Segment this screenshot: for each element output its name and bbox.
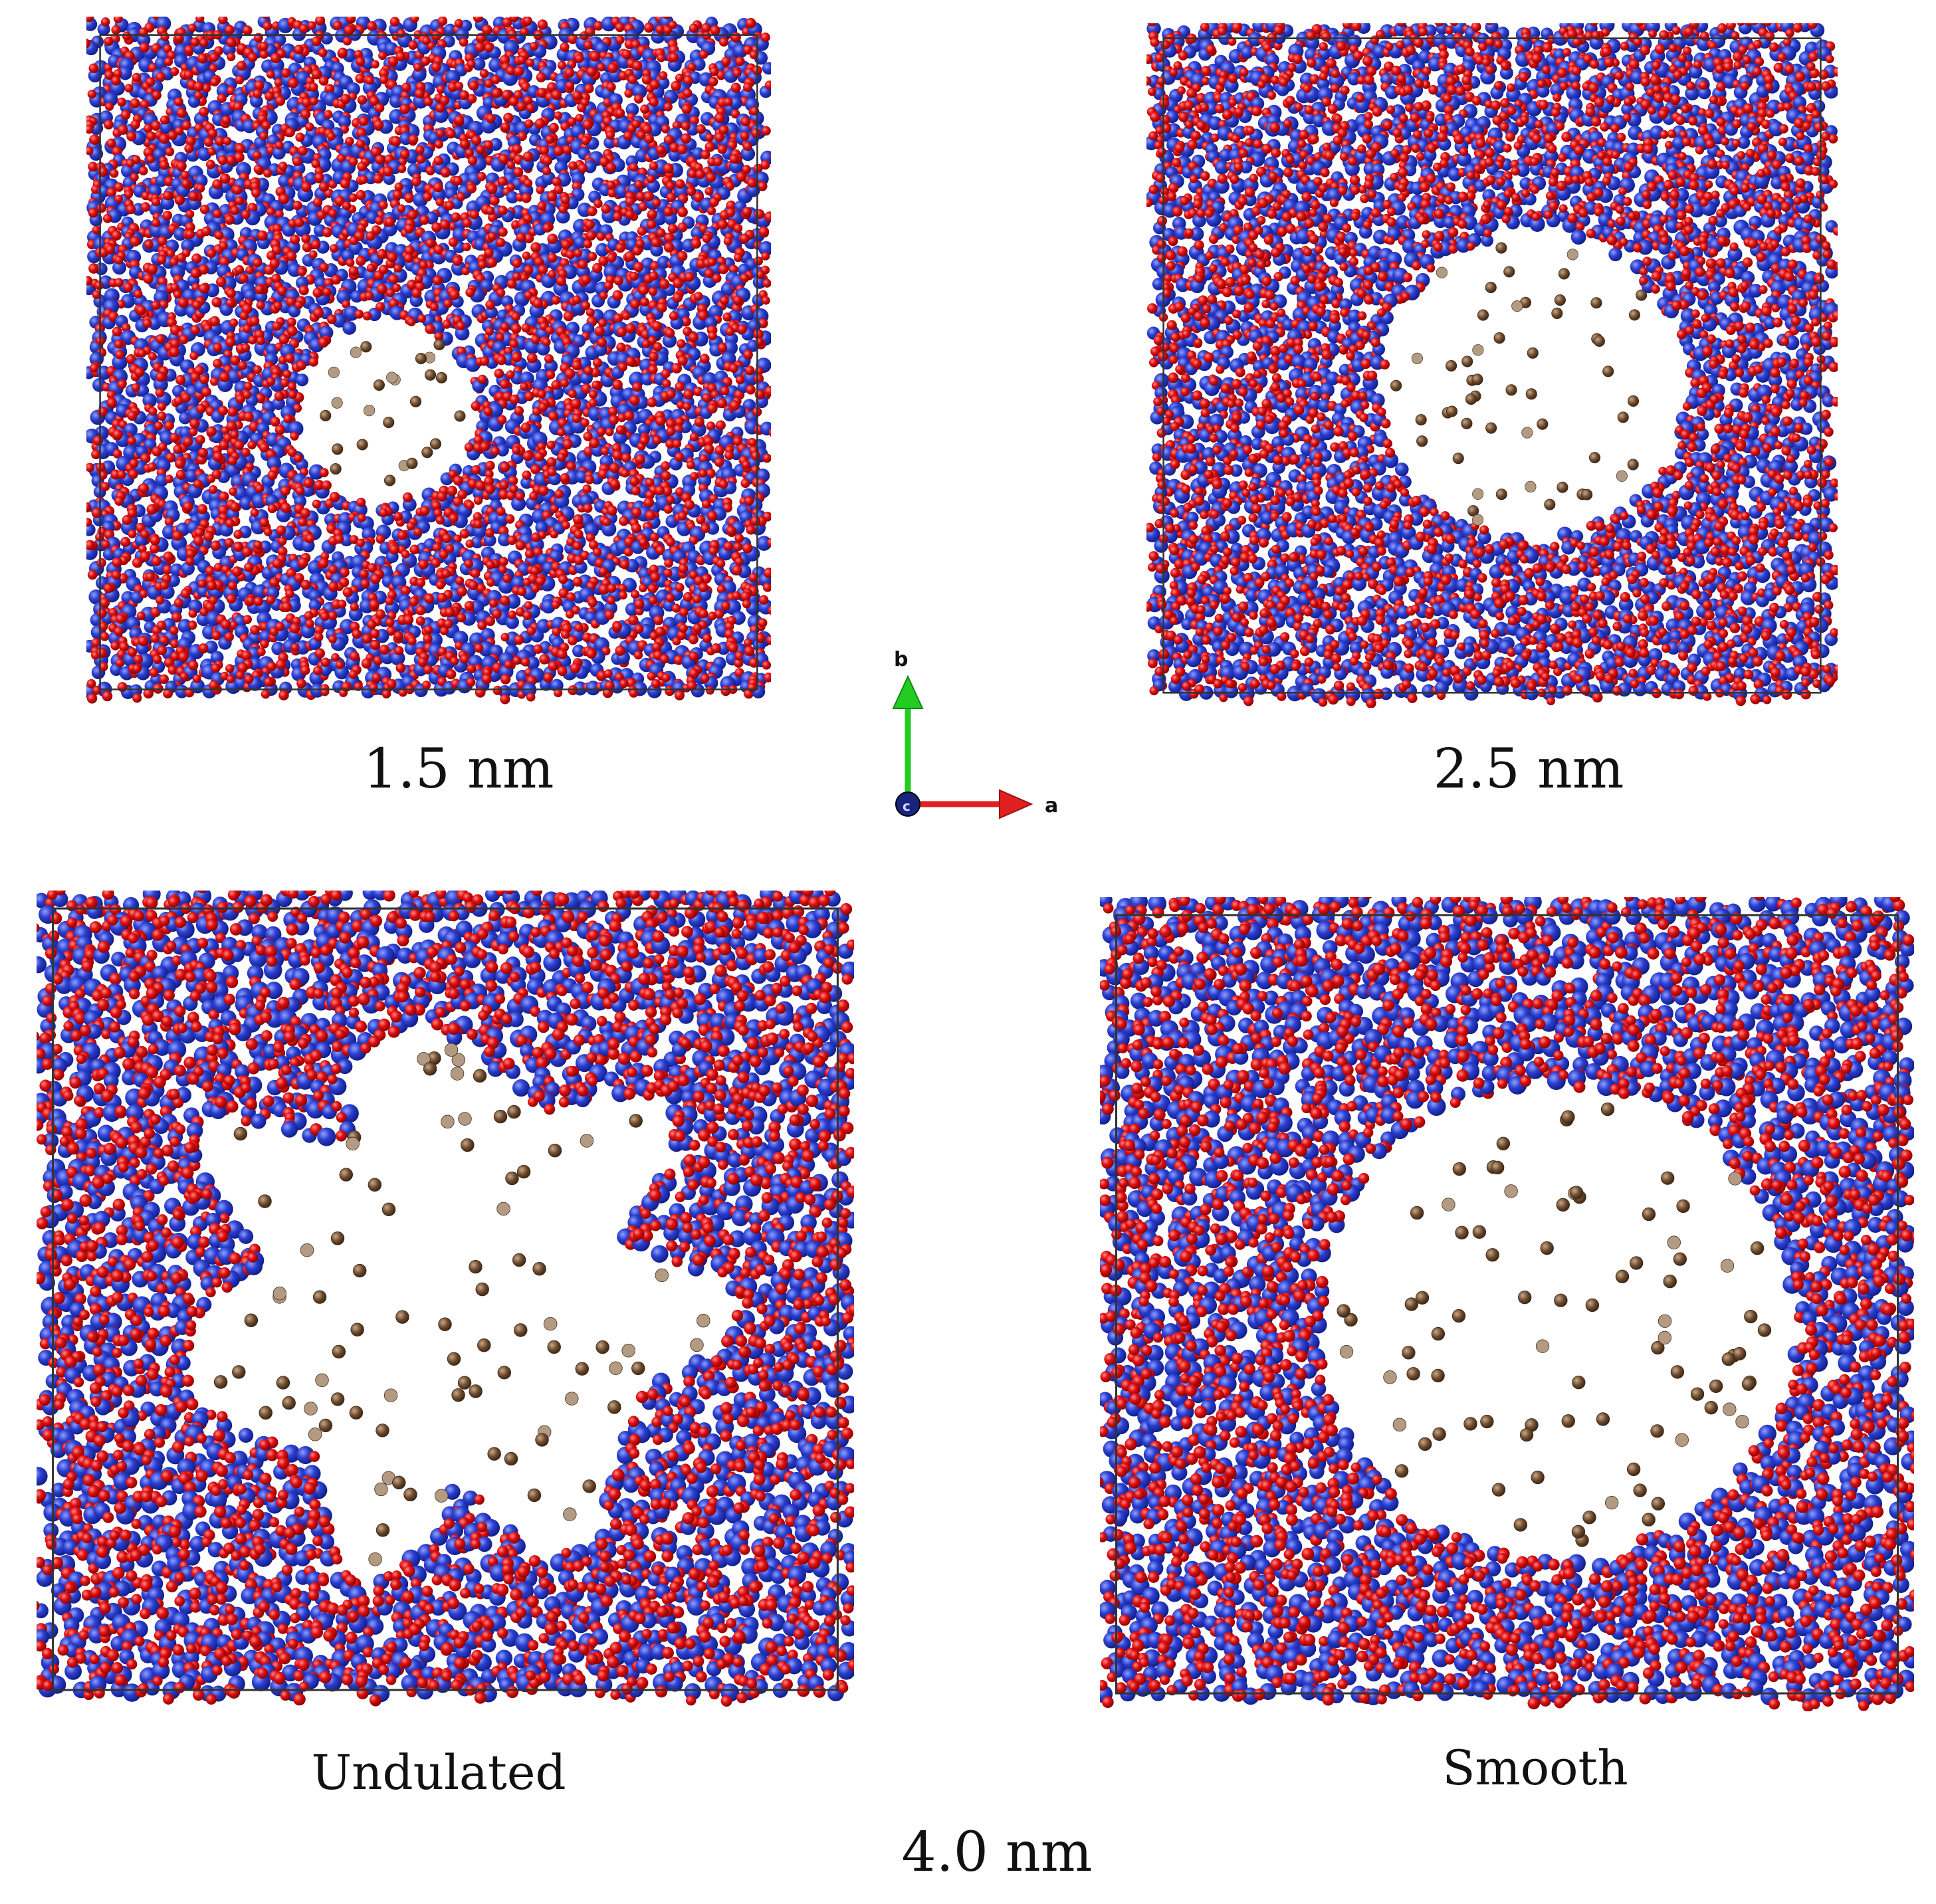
pore-image-smooth [1100,897,1914,1711]
label-1-5nm: 1.5 nm [319,738,598,801]
pore-particles [1337,1102,1772,1547]
axis-indicator: b c a [857,638,1057,837]
panel-smooth [1100,897,1914,1711]
axis-label-a: a [1045,794,1057,817]
matrix-atoms [1146,23,1838,708]
pore-image-2-5nm [1146,23,1838,708]
simulation-box [1162,37,1822,694]
label-2-5nm: 2.5 nm [1389,738,1668,801]
axis-label-c: c [903,798,911,814]
panel-undulated [37,891,854,1708]
matrix-atoms [1100,897,1914,1711]
group-label-4-0nm: 4.0 nm [857,1821,1136,1884]
pore-image-undulated [37,891,854,1707]
simulation-box [99,34,758,690]
axis-label-b: b [894,648,908,671]
axis-c-dot [895,792,920,817]
simulation-box [52,907,839,1691]
pore-particles [1390,242,1648,526]
matrix-atoms [86,17,771,704]
label-smooth: Smooth [1362,1740,1708,1796]
matrix-atoms [37,891,854,1707]
pore-particles [320,339,466,486]
pore-image-1-5nm [86,17,771,704]
panel-1-5nm [86,17,771,708]
panel-2-5nm [1146,23,1838,708]
label-undulated: Undulated [266,1745,611,1800]
pore-particles [213,1043,710,1566]
simulation-box [1115,914,1899,1695]
